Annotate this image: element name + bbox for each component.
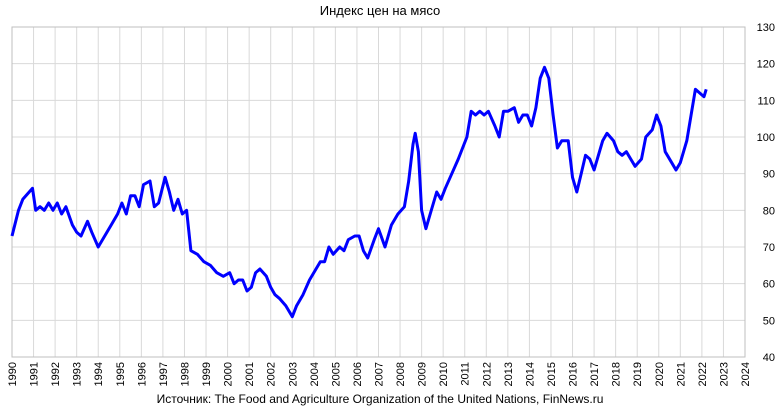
- y-tick-label: 80: [763, 205, 775, 217]
- y-tick-label: 70: [763, 242, 775, 254]
- y-tick-label: 40: [763, 352, 775, 364]
- y-tick-label: 90: [763, 169, 775, 181]
- x-tick-label: 2020: [654, 362, 666, 386]
- x-tick-label: 1993: [72, 362, 84, 386]
- x-tick-label: 2017: [589, 362, 601, 386]
- y-tick-label: 60: [763, 279, 775, 291]
- x-tick-label: 2010: [438, 362, 450, 386]
- x-tick-label: 2019: [632, 362, 644, 386]
- x-tick-label: 1996: [136, 362, 148, 386]
- x-tick-label: 1999: [201, 362, 213, 386]
- x-tick-label: 1995: [115, 362, 127, 386]
- x-tick-label: 2003: [287, 362, 299, 386]
- x-tick-label: 2022: [697, 362, 709, 386]
- x-tick-label: 1990: [7, 362, 19, 386]
- y-tick-label: 50: [763, 315, 775, 327]
- y-tick-label: 100: [757, 132, 775, 144]
- y-tick-label: 130: [757, 22, 775, 34]
- x-tick-label: 2007: [374, 362, 386, 386]
- x-tick-label: 2021: [675, 362, 687, 386]
- x-tick-label: 1998: [179, 362, 191, 386]
- x-tick-label: 2012: [481, 362, 493, 386]
- line: [10, 65, 708, 319]
- chart-title: Индекс цен на мясо: [320, 3, 440, 18]
- x-tick-label: 2002: [266, 362, 278, 386]
- x-tick-label: 2023: [718, 362, 730, 386]
- x-tick-label: 2001: [244, 362, 256, 386]
- x-tick-label: 2011: [460, 362, 472, 386]
- x-tick-label: 2024: [740, 362, 752, 386]
- x-tick-label: 2014: [524, 362, 536, 386]
- x-tick-label: 2009: [417, 362, 429, 386]
- plot-border: [11, 26, 746, 358]
- x-tick-label: 2005: [330, 362, 342, 386]
- x-tick-label: 2015: [546, 362, 558, 386]
- source: Источник: The Food and Agriculture Organ…: [157, 392, 604, 406]
- x-tick-label: 2013: [503, 362, 515, 386]
- x-tick-label: 1992: [50, 362, 62, 386]
- x-tick-label: 1994: [93, 362, 105, 386]
- y-tick-label: 110: [757, 95, 775, 107]
- x-tick-label: 2016: [568, 362, 580, 386]
- x-tick-label: 2000: [223, 362, 235, 386]
- x-tick-label: 2018: [611, 362, 623, 386]
- x-tick-label: 1991: [29, 362, 41, 386]
- x-tick-label: 1997: [158, 362, 170, 386]
- x-tick-label: 2008: [395, 362, 407, 386]
- y-tick-label: 120: [757, 59, 775, 71]
- x-tick-label: 2006: [352, 362, 364, 386]
- x-tick-label: 2004: [309, 362, 321, 386]
